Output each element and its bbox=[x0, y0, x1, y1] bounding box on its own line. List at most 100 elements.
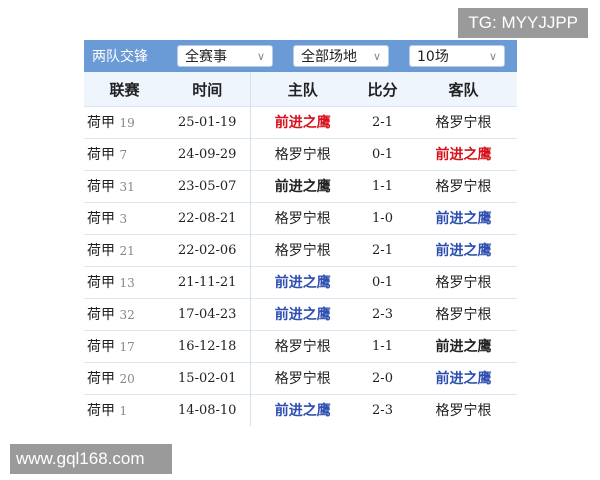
filter-bar: 两队交锋 全赛事 ∨ 全部场地 ∨ 10场 ∨ bbox=[84, 40, 517, 72]
date-cell: 17-04-23 bbox=[165, 298, 250, 331]
league-name: 荷甲 bbox=[87, 338, 115, 355]
score-cell: 2-3 bbox=[355, 298, 410, 331]
round-number: 17 bbox=[119, 339, 135, 354]
league-cell: 荷甲 20 bbox=[84, 362, 165, 395]
venue-select[interactable]: 全部场地 ∨ bbox=[293, 45, 389, 67]
score-cell: 2-0 bbox=[355, 362, 410, 395]
league-name: 荷甲 bbox=[87, 114, 115, 131]
league-name: 荷甲 bbox=[87, 178, 115, 195]
table-row: 荷甲 13 21-11-21 前进之鹰 0-1 格罗宁根 bbox=[84, 266, 517, 299]
league-cell: 荷甲 21 bbox=[84, 234, 165, 267]
away-team[interactable]: 格罗宁根 bbox=[410, 266, 517, 299]
league-name: 荷甲 bbox=[87, 402, 115, 419]
date-cell: 22-02-06 bbox=[165, 234, 250, 267]
match-table: 联赛 时间 主队 比分 客队 荷甲 19 25-01-19 前进之鹰 2-1 格罗宁根荷… bbox=[84, 72, 517, 426]
table-row: 荷甲 1 14-08-10 前进之鹰 2-3 格罗宁根 bbox=[84, 394, 517, 426]
away-team[interactable]: 格罗宁根 bbox=[410, 394, 517, 426]
table-row: 荷甲 19 25-01-19 前进之鹰 2-1 格罗宁根 bbox=[84, 106, 517, 139]
league-name: 荷甲 bbox=[87, 146, 115, 163]
league-cell: 荷甲 7 bbox=[84, 138, 165, 171]
league-name: 荷甲 bbox=[87, 242, 115, 259]
col-score: 比分 bbox=[355, 72, 410, 107]
round-number: 7 bbox=[119, 147, 128, 162]
league-cell: 荷甲 13 bbox=[84, 266, 165, 299]
league-name: 荷甲 bbox=[87, 274, 115, 291]
round-number: 3 bbox=[119, 211, 128, 226]
chevron-down-icon: ∨ bbox=[372, 49, 381, 63]
away-team[interactable]: 前进之鹰 bbox=[410, 202, 517, 235]
home-team[interactable]: 前进之鹰 bbox=[249, 394, 355, 426]
date-cell: 24-09-29 bbox=[165, 138, 250, 171]
date-cell: 25-01-19 bbox=[165, 106, 250, 139]
date-cell: 21-11-21 bbox=[165, 266, 250, 299]
home-team[interactable]: 前进之鹰 bbox=[249, 170, 355, 203]
league-name: 荷甲 bbox=[87, 370, 115, 387]
table-row: 荷甲 7 24-09-29 格罗宁根 0-1 前进之鹰 bbox=[84, 138, 517, 171]
score-cell: 2-3 bbox=[355, 394, 410, 426]
score-cell: 1-1 bbox=[355, 330, 410, 363]
chevron-down-icon: ∨ bbox=[488, 49, 497, 63]
table-row: 荷甲 17 16-12-18 格罗宁根 1-1 前进之鹰 bbox=[84, 330, 517, 363]
select-value: 全部场地 bbox=[301, 49, 357, 65]
head-to-head-panel: 两队交锋 全赛事 ∨ 全部场地 ∨ 10场 ∨ 联赛 时间 主队 比分 客队 荷甲 1… bbox=[84, 40, 517, 426]
panel-title: 两队交锋 bbox=[92, 49, 148, 65]
round-number: 1 bbox=[119, 403, 128, 418]
home-team[interactable]: 格罗宁根 bbox=[249, 362, 355, 395]
date-cell: 15-02-01 bbox=[165, 362, 250, 395]
league-cell: 荷甲 31 bbox=[84, 170, 165, 203]
match-count-select[interactable]: 10场 ∨ bbox=[409, 45, 505, 67]
away-team[interactable]: 格罗宁根 bbox=[410, 170, 517, 203]
home-team[interactable]: 格罗宁根 bbox=[249, 202, 355, 235]
round-number: 32 bbox=[119, 307, 135, 322]
score-cell: 0-1 bbox=[355, 266, 410, 299]
home-team[interactable]: 格罗宁根 bbox=[249, 330, 355, 363]
home-team[interactable]: 格罗宁根 bbox=[249, 234, 355, 267]
col-away: 客队 bbox=[410, 72, 517, 107]
date-cell: 23-05-07 bbox=[165, 170, 250, 203]
away-team[interactable]: 前进之鹰 bbox=[410, 234, 517, 267]
round-number: 21 bbox=[119, 243, 135, 258]
league-cell: 荷甲 1 bbox=[84, 394, 165, 426]
league-cell: 荷甲 17 bbox=[84, 330, 165, 363]
date-cell: 22-08-21 bbox=[165, 202, 250, 235]
score-cell: 2-1 bbox=[355, 106, 410, 139]
league-cell: 荷甲 32 bbox=[84, 298, 165, 331]
home-team[interactable]: 格罗宁根 bbox=[249, 138, 355, 171]
home-team[interactable]: 前进之鹰 bbox=[249, 266, 355, 299]
home-team[interactable]: 前进之鹰 bbox=[249, 106, 355, 139]
score-cell: 2-1 bbox=[355, 234, 410, 267]
away-team[interactable]: 前进之鹰 bbox=[410, 330, 517, 363]
round-number: 19 bbox=[119, 115, 135, 130]
table-row: 荷甲 32 17-04-23 前进之鹰 2-3 格罗宁根 bbox=[84, 298, 517, 331]
chevron-down-icon: ∨ bbox=[256, 49, 265, 63]
col-home: 主队 bbox=[249, 72, 355, 107]
select-value: 10场 bbox=[417, 49, 449, 65]
away-team[interactable]: 格罗宁根 bbox=[410, 298, 517, 331]
select-value: 全赛事 bbox=[185, 49, 227, 65]
home-team[interactable]: 前进之鹰 bbox=[249, 298, 355, 331]
site-watermark: www.gql168.com bbox=[10, 444, 172, 474]
score-cell: 1-1 bbox=[355, 170, 410, 203]
away-team[interactable]: 格罗宁根 bbox=[410, 106, 517, 139]
table-row: 荷甲 3 22-08-21 格罗宁根 1-0 前进之鹰 bbox=[84, 202, 517, 235]
competition-select[interactable]: 全赛事 ∨ bbox=[177, 45, 273, 67]
league-cell: 荷甲 19 bbox=[84, 106, 165, 139]
date-cell: 16-12-18 bbox=[165, 330, 250, 363]
score-cell: 1-0 bbox=[355, 202, 410, 235]
col-time: 时间 bbox=[165, 72, 250, 107]
table-row: 荷甲 20 15-02-01 格罗宁根 2-0 前进之鹰 bbox=[84, 362, 517, 395]
round-number: 13 bbox=[119, 275, 135, 290]
table-row: 荷甲 21 22-02-06 格罗宁根 2-1 前进之鹰 bbox=[84, 234, 517, 267]
round-number: 20 bbox=[119, 371, 135, 386]
round-number: 31 bbox=[119, 179, 135, 194]
away-team[interactable]: 前进之鹰 bbox=[410, 362, 517, 395]
date-cell: 14-08-10 bbox=[165, 394, 250, 426]
away-team[interactable]: 前进之鹰 bbox=[410, 138, 517, 171]
tg-watermark: TG: MYYJJPP bbox=[458, 8, 588, 38]
table-row: 荷甲 31 23-05-07 前进之鹰 1-1 格罗宁根 bbox=[84, 170, 517, 203]
col-league: 联赛 bbox=[84, 72, 165, 107]
league-name: 荷甲 bbox=[87, 210, 115, 227]
league-cell: 荷甲 3 bbox=[84, 202, 165, 235]
league-name: 荷甲 bbox=[87, 306, 115, 323]
score-cell: 0-1 bbox=[355, 138, 410, 171]
